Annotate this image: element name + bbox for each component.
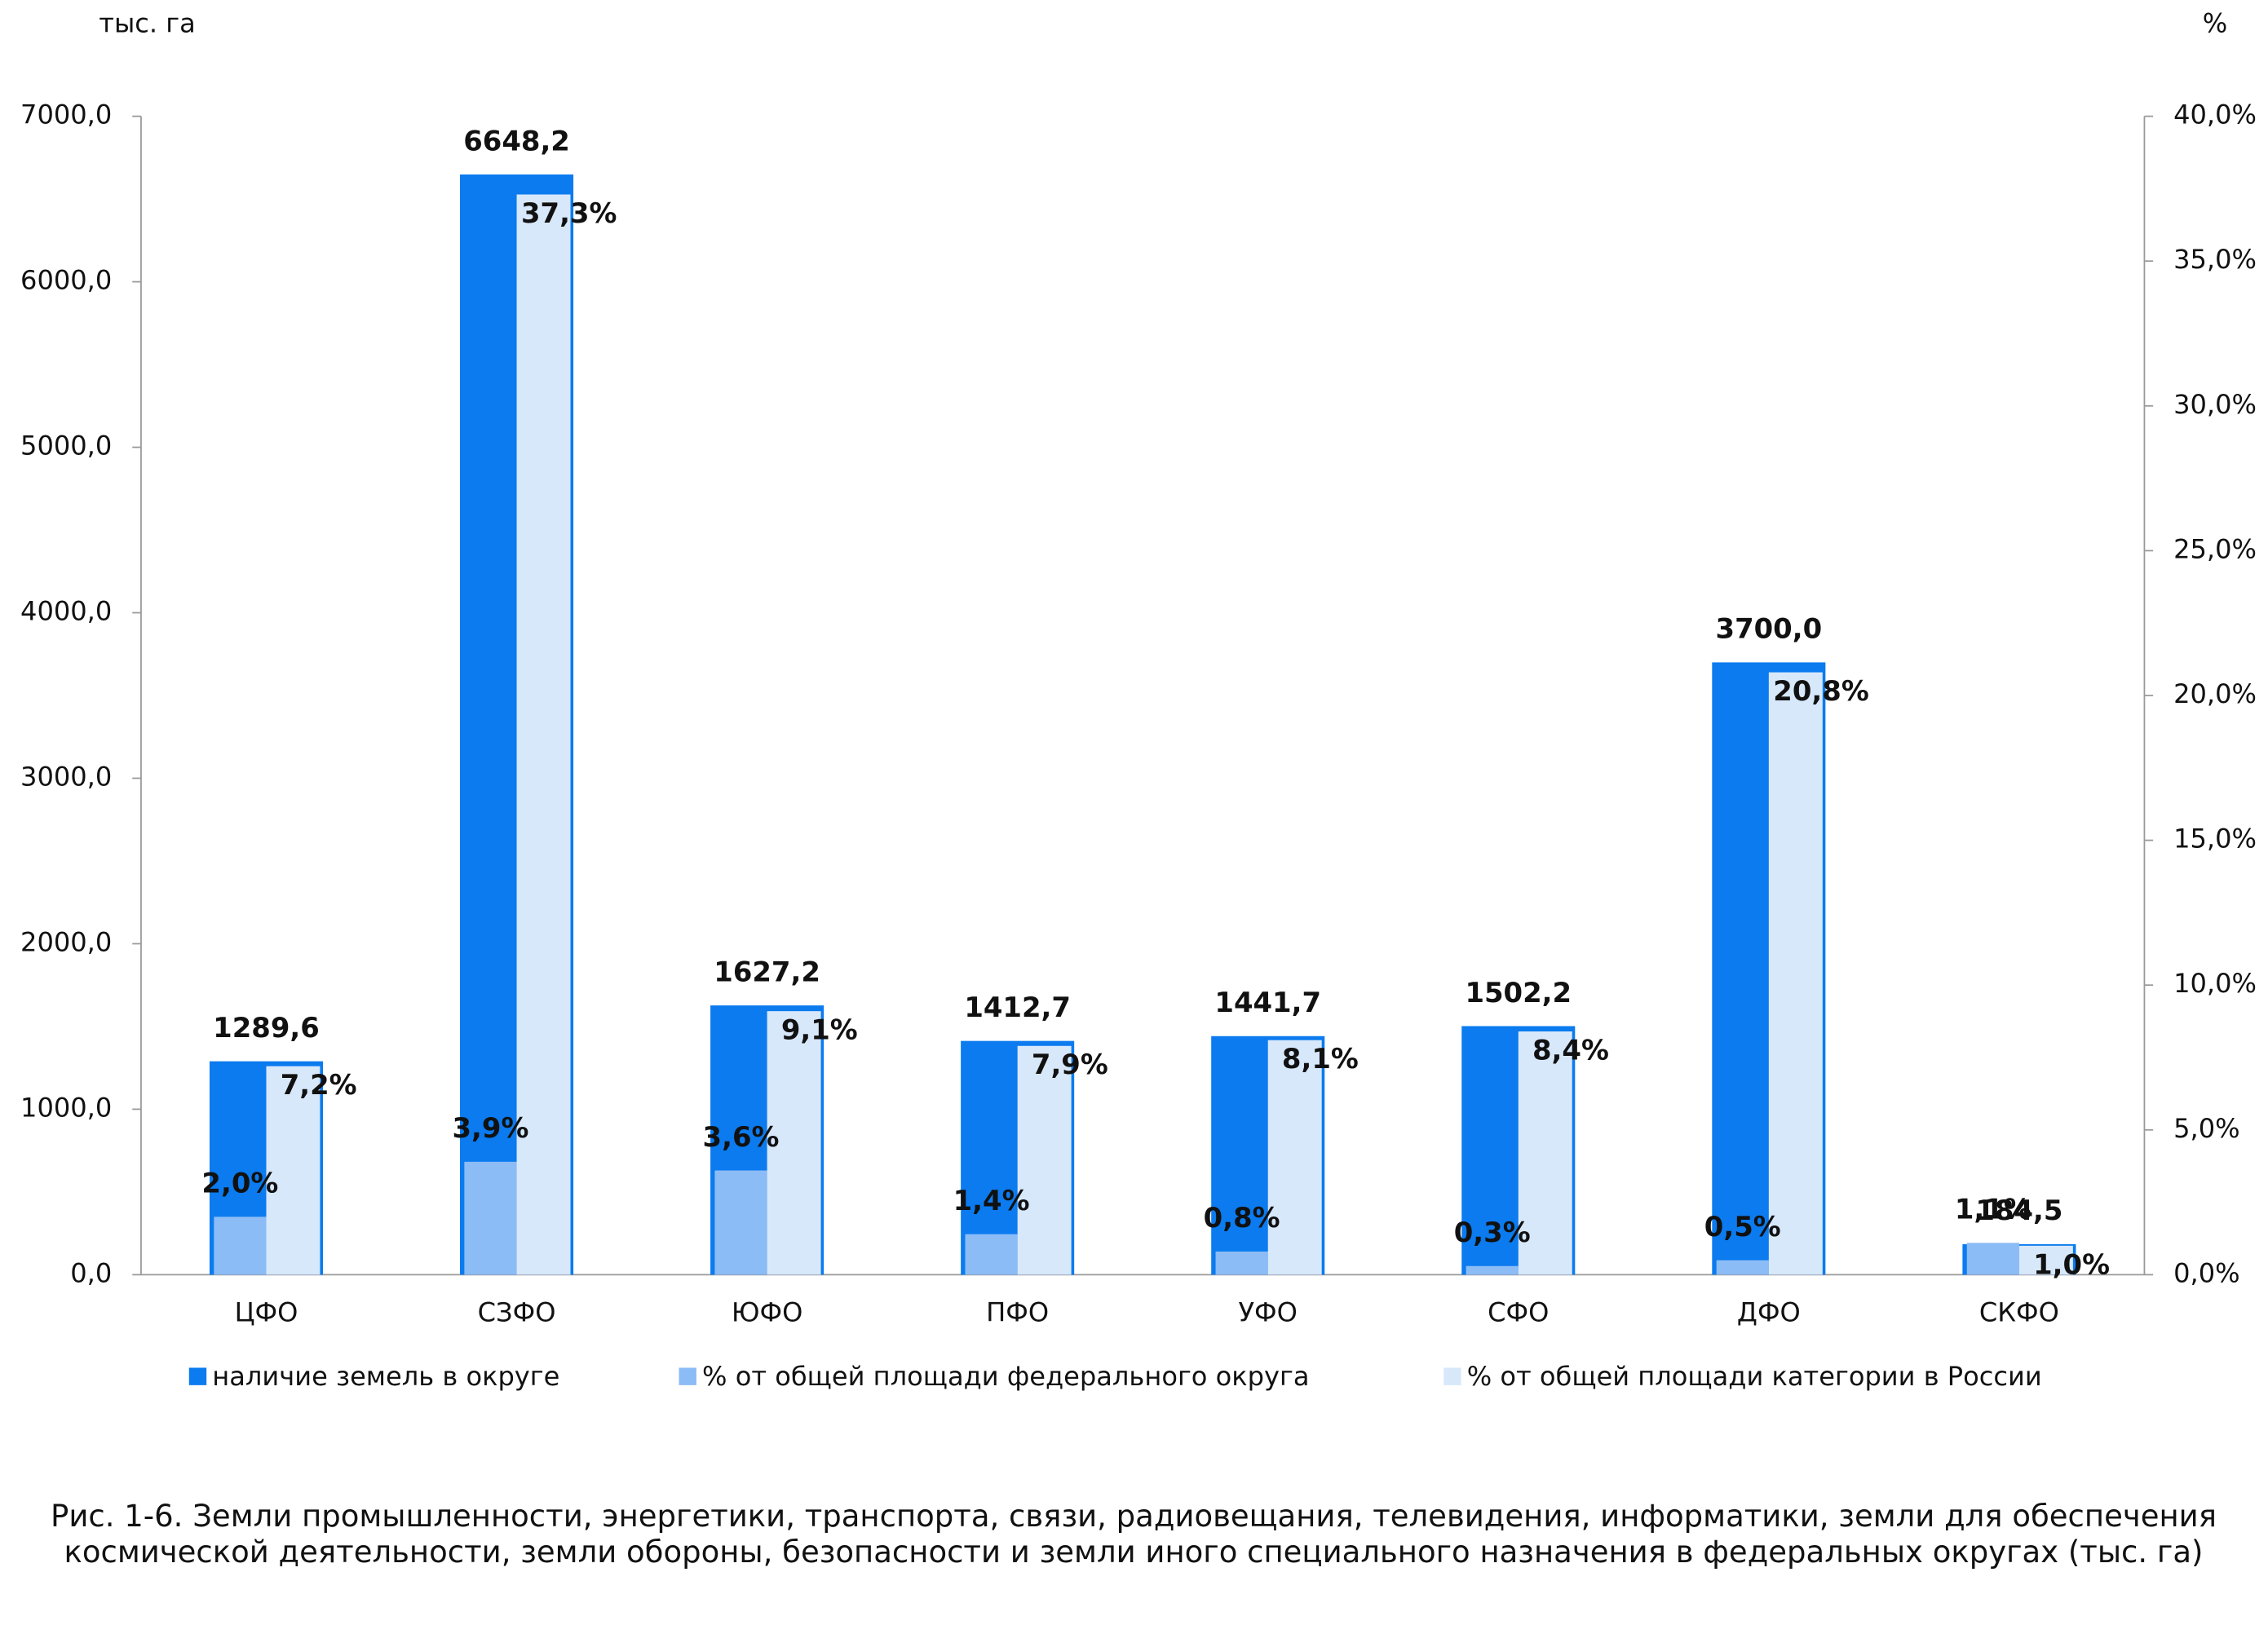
y-tick-label: 5000,0: [20, 431, 112, 461]
value-label: 1289,6: [213, 1012, 320, 1044]
legend-swatch: [188, 1367, 207, 1385]
legend-label: % от общей площади федерального округа: [702, 1361, 1309, 1392]
x-tick-label: СЗФО: [478, 1297, 556, 1328]
value-label: 7,9%: [1032, 1049, 1108, 1080]
y-tick-label: 3000,0: [20, 761, 112, 792]
value-label: 3,6%: [703, 1121, 780, 1153]
y-tick-label: 6000,0: [20, 265, 112, 296]
bar: [1267, 1040, 1322, 1275]
bar: [516, 194, 571, 1275]
y2-tick-label: 5,0%: [2173, 1113, 2240, 1144]
value-label: 9,1%: [781, 1014, 858, 1046]
y2-tick-label: 20,0%: [2173, 678, 2257, 709]
x-tick-label: ЮФО: [732, 1297, 803, 1328]
y-axis-title: тыс. га: [99, 7, 196, 38]
bar: [1716, 1260, 1769, 1275]
bar: [464, 1161, 517, 1275]
value-label: 3700,0: [1716, 613, 1823, 645]
x-tick-label: УФО: [1239, 1297, 1298, 1328]
value-label: 3,9%: [452, 1112, 528, 1144]
value-label: 1627,2: [714, 956, 820, 987]
value-label: 8,1%: [1282, 1043, 1359, 1075]
y2-tick-label: 30,0%: [2173, 389, 2257, 420]
caption: Рис. 1-6. Земли промышленности, энергети…: [51, 1499, 2217, 1570]
y2-tick-label: 10,0%: [2173, 968, 2257, 999]
bar: [767, 1011, 821, 1275]
bar: [1017, 1045, 1072, 1275]
bar: [1466, 1265, 1519, 1275]
x-tick-label: ДФО: [1737, 1297, 1801, 1328]
bar: [1768, 672, 1823, 1275]
value-label: 0,8%: [1204, 1202, 1280, 1234]
value-label: 1441,7: [1214, 987, 1321, 1018]
value-label: 1412,7: [964, 991, 1071, 1023]
bar: [965, 1234, 1018, 1275]
bar: [1215, 1251, 1268, 1275]
value-label: 1,4%: [953, 1185, 1030, 1217]
bar: [214, 1217, 267, 1275]
legend-label: % от общей площади категории в России: [1467, 1361, 2042, 1392]
value-label: 0,5%: [1704, 1211, 1781, 1243]
bar: [266, 1066, 321, 1275]
x-tick-label: СФО: [1488, 1297, 1549, 1328]
y-tick-label: 4000,0: [20, 596, 112, 627]
value-label: 37,3%: [521, 197, 617, 229]
value-label: 1502,2: [1465, 977, 1572, 1009]
value-label: 7,2%: [281, 1069, 357, 1101]
value-label: 8,4%: [1532, 1034, 1609, 1066]
y2-tick-label: 15,0%: [2173, 824, 2257, 854]
value-label: 184,5: [1975, 1194, 2062, 1226]
y-tick-label: 1000,0: [20, 1092, 112, 1123]
legend-swatch: [679, 1367, 696, 1385]
bar: [1518, 1031, 1572, 1275]
y-tick-label: 2000,0: [20, 926, 112, 957]
value-label: 6648,2: [463, 125, 570, 157]
y2-tick-label: 25,0%: [2173, 533, 2257, 564]
x-tick-label: ПФО: [986, 1297, 1049, 1328]
y2-tick-label: 35,0%: [2173, 244, 2257, 275]
value-label: 0,3%: [1454, 1217, 1531, 1248]
value-label: 2,0%: [201, 1168, 278, 1199]
value-label: 20,8%: [1773, 675, 1868, 707]
y-tick-label: 0,0: [70, 1257, 112, 1288]
y-tick-label: 7000,0: [20, 99, 112, 130]
legend-swatch: [1443, 1367, 1461, 1385]
bar: [2018, 1245, 2073, 1275]
value-label: 1,0%: [2033, 1248, 2110, 1280]
legend-label: наличие земель в округе: [212, 1361, 559, 1392]
value-label: 1,1%: [1955, 1194, 2031, 1225]
y2-tick-label: 0,0%: [2173, 1257, 2240, 1288]
y2-axis-title: %: [2203, 7, 2227, 38]
y2-tick-label: 40,0%: [2173, 99, 2257, 130]
bar: [1966, 1243, 2019, 1275]
bar: [714, 1170, 767, 1275]
x-tick-label: ЦФО: [235, 1297, 298, 1328]
x-tick-label: СКФО: [1979, 1297, 2059, 1328]
